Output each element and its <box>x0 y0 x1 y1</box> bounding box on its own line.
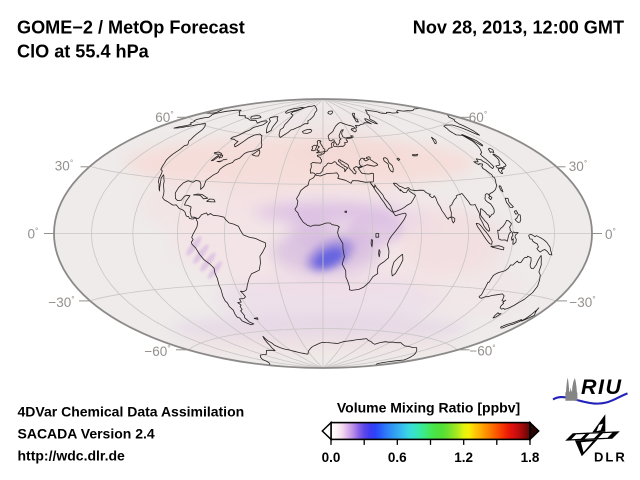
svg-text:GOME−2 / MetOp Forecast: GOME−2 / MetOp Forecast <box>17 18 245 38</box>
svg-text:30°: 30° <box>55 157 73 173</box>
svg-text:DLR: DLR <box>594 450 627 465</box>
svg-text:Nov 28, 2013, 12:00 GMT: Nov 28, 2013, 12:00 GMT <box>413 18 624 38</box>
svg-text:0.0: 0.0 <box>322 450 341 465</box>
svg-text:SACADA Version 2.4: SACADA Version 2.4 <box>18 426 155 442</box>
svg-text:−30°: −30° <box>48 294 74 310</box>
svg-text:http://wdc.dlr.de: http://wdc.dlr.de <box>18 448 126 464</box>
svg-text:0.6: 0.6 <box>388 450 407 465</box>
svg-text:Volume Mixing Ratio [ppbv]: Volume Mixing Ratio [ppbv] <box>337 400 520 416</box>
svg-text:0°: 0° <box>605 226 616 242</box>
svg-text:30°: 30° <box>569 158 587 174</box>
svg-text:0°: 0° <box>28 225 39 241</box>
svg-text:60°: 60° <box>155 109 173 125</box>
svg-text:1.2: 1.2 <box>454 450 473 465</box>
svg-text:60°: 60° <box>469 109 487 125</box>
svg-text:4DVar Chemical Data Assimilati: 4DVar Chemical Data Assimilation <box>18 404 245 420</box>
svg-text:1.8: 1.8 <box>521 450 540 465</box>
svg-text:−60°: −60° <box>144 343 170 359</box>
svg-text:−30°: −30° <box>569 294 595 310</box>
svg-text:−60°: −60° <box>469 342 495 358</box>
svg-text:RIU: RIU <box>581 375 623 399</box>
svg-text:ClO at 55.4 hPa: ClO at 55.4 hPa <box>17 42 150 62</box>
